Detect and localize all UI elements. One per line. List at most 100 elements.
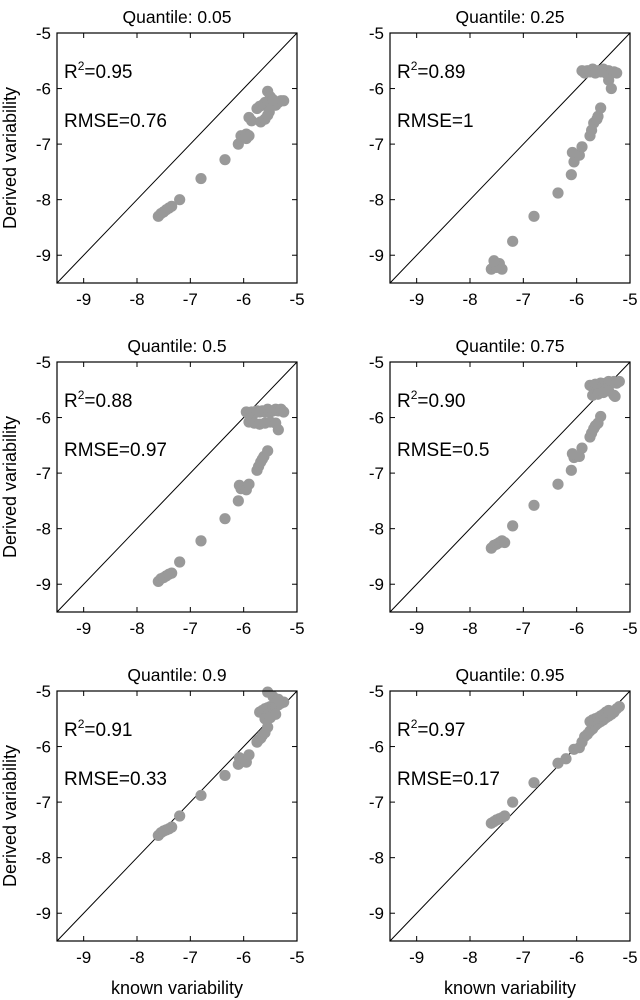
- data-point: [605, 82, 617, 95]
- x-tick-label: -5: [622, 948, 637, 967]
- x-tick-label: -8: [462, 290, 477, 309]
- axes-box: [389, 690, 631, 942]
- data-point: [243, 130, 255, 142]
- x-tick-label: -8: [462, 948, 477, 967]
- y-tick-label: -6: [36, 409, 51, 428]
- data-point: [174, 556, 186, 568]
- panel-title: Quantile: 0.9: [127, 665, 226, 685]
- data-point: [528, 777, 540, 789]
- axes-box: [389, 361, 631, 613]
- data-point: [603, 704, 615, 717]
- x-tick-label: -6: [236, 619, 251, 638]
- x-tick-label: -6: [569, 948, 584, 967]
- scatter-panel-1: -9 -8 -7 -6 -5 -5 -6 -7 -8 -9 Quantile: 0.05 R2=0.9…: [36, 7, 305, 309]
- data-point: [613, 700, 625, 713]
- y-tick-label: -8: [369, 191, 384, 210]
- data-point: [263, 106, 275, 118]
- data-point: [507, 520, 519, 532]
- y-tick-label: -9: [36, 904, 51, 923]
- scatter-panel-6: -9 -8 -7 -6 -5 -5 -6 -7 -8 -9 Quantile: 0.95 R2=0.9…: [369, 665, 638, 967]
- x-axis-label-left: known variability: [111, 978, 243, 998]
- x-tick-label: -5: [289, 290, 304, 309]
- data-point: [507, 796, 519, 808]
- x-tick-label: -7: [183, 948, 198, 967]
- x-tick-label: -6: [569, 290, 584, 309]
- r-squared-annotation: R2=0.88: [64, 388, 133, 412]
- y-axis-label-row-2: Derived variability: [0, 416, 20, 558]
- r-squared-annotation: R2=0.91: [64, 717, 133, 741]
- y-tick-label: -6: [36, 80, 51, 99]
- identity-line: [56, 32, 298, 284]
- x-tick-label: -9: [76, 619, 91, 638]
- panel-title: Quantile: 0.25: [456, 7, 565, 27]
- data-point: [278, 95, 290, 107]
- rmse-annotation: RMSE=1: [397, 111, 474, 132]
- y-tick-label: -6: [36, 738, 51, 757]
- data-point: [166, 567, 178, 579]
- x-tick-label: -6: [569, 619, 584, 638]
- x-tick-label: -9: [409, 290, 424, 309]
- x-tick-label: -5: [622, 290, 637, 309]
- scatter-panel-2: -9 -8 -7 -6 -5 -5 -6 -7 -8 -9 Quantile: 0.25 R2=0.8…: [369, 7, 638, 309]
- data-point: [195, 535, 207, 547]
- data-point: [609, 390, 621, 403]
- y-tick-label: -6: [369, 409, 384, 428]
- x-tick-label: -7: [516, 948, 531, 967]
- data-point: [267, 94, 279, 106]
- y-tick-label: -5: [36, 24, 51, 43]
- identity-line: [56, 361, 298, 613]
- x-tick-label: -5: [289, 948, 304, 967]
- rmse-annotation: RMSE=0.5: [397, 440, 489, 461]
- scatter-panel-3: -9 -8 -7 -6 -5 -5 -6 -7 -8 -9 Quantile: 0.5 R2=0.88…: [36, 336, 305, 638]
- r-squared-annotation: R2=0.95: [64, 59, 133, 83]
- x-tick-label: -7: [183, 619, 198, 638]
- y-tick-label: -7: [36, 793, 51, 812]
- y-tick-label: -6: [369, 80, 384, 99]
- data-point: [499, 810, 511, 822]
- x-tick-label: -9: [76, 290, 91, 309]
- y-tick-label: -9: [36, 575, 51, 594]
- rmse-annotation: RMSE=0.17: [397, 769, 500, 790]
- y-tick-label: -5: [369, 24, 384, 43]
- y-tick-label: -7: [369, 464, 384, 483]
- data-point: [552, 187, 564, 199]
- data-point: [262, 445, 274, 457]
- y-tick-label: -6: [369, 738, 384, 757]
- x-tick-label: -8: [129, 290, 144, 309]
- rmse-annotation: RMSE=0.97: [64, 440, 167, 461]
- y-axis-label-row-3: Derived variability: [0, 745, 20, 887]
- x-axis-label-right: known variability: [444, 978, 576, 998]
- y-tick-label: -7: [36, 135, 51, 154]
- y-tick-label: -9: [369, 246, 384, 265]
- y-tick-label: -5: [36, 682, 51, 701]
- x-tick-label: -7: [183, 290, 198, 309]
- r-squared-annotation: R2=0.97: [397, 717, 466, 741]
- x-tick-label: -9: [76, 948, 91, 967]
- y-tick-label: -8: [36, 849, 51, 868]
- y-tick-label: -9: [36, 246, 51, 265]
- axes-box: [389, 32, 631, 284]
- r-squared-annotation: R2=0.89: [397, 59, 466, 83]
- data-point: [232, 495, 244, 507]
- x-tick-label: -5: [289, 619, 304, 638]
- panel-title: Quantile: 0.05: [123, 7, 232, 27]
- data-point: [576, 442, 588, 454]
- data-point: [219, 513, 231, 525]
- data-point: [488, 255, 500, 267]
- y-tick-label: -8: [369, 849, 384, 868]
- axes-box: [56, 690, 298, 942]
- data-point: [219, 769, 231, 782]
- data-point: [565, 169, 577, 181]
- axes-box: [56, 361, 298, 613]
- y-tick-label: -9: [369, 575, 384, 594]
- data-point: [166, 200, 178, 212]
- rmse-annotation: RMSE=0.76: [64, 111, 167, 132]
- data-point: [613, 375, 625, 388]
- data-point: [195, 172, 207, 185]
- data-point: [278, 406, 290, 418]
- panel-title: Quantile: 0.5: [127, 336, 226, 356]
- data-point: [246, 115, 258, 127]
- data-point: [552, 478, 564, 490]
- y-tick-label: -8: [36, 191, 51, 210]
